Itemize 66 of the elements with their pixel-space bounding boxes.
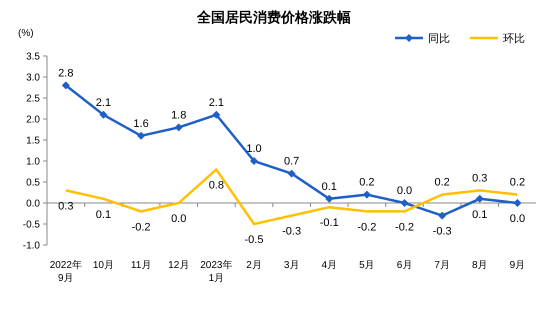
point (438, 212, 446, 220)
y-tick-label: 3.0 (26, 72, 40, 84)
x-tick-label: 4月 (321, 260, 338, 271)
data-label: -0.3 (282, 226, 302, 238)
data-label: 2.1 (208, 96, 224, 109)
data-label: 1.0 (246, 143, 262, 155)
data-label: 2.1 (96, 96, 112, 109)
point (362, 190, 371, 199)
data-label: 0.2 (510, 176, 526, 189)
x-tick-label: 12月 (168, 260, 190, 271)
data-label: -0.2 (132, 221, 151, 234)
point (400, 199, 409, 207)
data-label: 0.3 (472, 172, 488, 184)
x-tick-label: 9月 (510, 260, 526, 271)
x-tick-label: 8月 (472, 260, 488, 271)
x-tick-label: 7月 (434, 260, 450, 271)
data-label: -0.1 (320, 217, 339, 230)
point (212, 110, 220, 119)
y-tick-label: -1.0 (22, 240, 40, 252)
data-label: 0.1 (322, 180, 337, 193)
y-tick-label: 1.0 (26, 156, 40, 168)
point (288, 170, 296, 178)
point (137, 132, 146, 140)
point (476, 194, 484, 203)
data-label: 2.8 (58, 67, 74, 80)
y-axis-title: (%) (18, 28, 34, 39)
data-label: 0.1 (96, 208, 112, 221)
y-tick-label: 2.5 (26, 94, 40, 104)
data-label: 0.0 (171, 213, 186, 225)
data-label: 0.1 (472, 208, 488, 221)
chart-title: 全国居民消费价格涨跌幅 (196, 9, 351, 25)
data-label: -0.2 (395, 221, 414, 234)
x-tick-label: 2月 (246, 260, 262, 271)
x-tick-label: 3月 (284, 260, 300, 271)
data-label: 0.0 (396, 185, 412, 197)
y-tick-label: 0.0 (26, 198, 40, 210)
y-tick-label: 0.5 (26, 178, 40, 188)
data-label: 0.7 (284, 156, 300, 168)
point (174, 123, 183, 132)
legend-label: 同比 (428, 32, 450, 45)
x-tick-label: 2022年 9月 (50, 259, 82, 284)
data-label: 0.0 (510, 213, 526, 225)
legend-label: 环比 (503, 32, 525, 45)
data-label: -0.5 (244, 234, 264, 246)
data-label: 0.2 (359, 176, 375, 189)
point (62, 81, 70, 90)
x-tick-label: 6月 (396, 260, 412, 271)
x-tick-label: 2023年 1月 (200, 259, 232, 284)
data-label: 0.3 (58, 200, 74, 212)
data-label: 0.8 (208, 179, 224, 192)
point (513, 199, 522, 207)
y-tick-label: 1.5 (26, 136, 40, 146)
y-tick-label: 2.0 (26, 114, 40, 126)
y-tick-label: -0.5 (22, 220, 40, 230)
data-label: -0.3 (432, 226, 452, 238)
data-label: 0.2 (434, 176, 450, 189)
data-label: 1.6 (133, 118, 149, 130)
point (250, 157, 258, 165)
point (325, 194, 334, 203)
x-tick-label: 10月 (92, 260, 114, 271)
x-tick-label: 5月 (359, 260, 375, 271)
point (99, 110, 108, 119)
x-tick-label: 11月 (130, 260, 152, 271)
data-label: -0.2 (357, 221, 376, 234)
data-label: 1.8 (171, 109, 186, 122)
y-tick-label: 3.5 (26, 52, 40, 62)
